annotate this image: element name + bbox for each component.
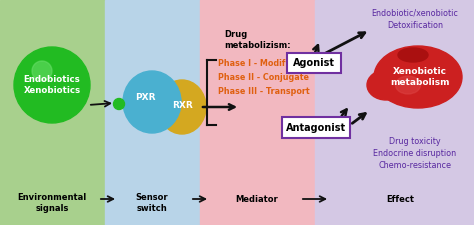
- Text: Antagonist: Antagonist: [286, 123, 346, 133]
- Text: Drug
metabolizism:: Drug metabolizism:: [224, 30, 291, 50]
- Text: Sensor
switch: Sensor switch: [136, 193, 168, 213]
- Text: Agonist: Agonist: [293, 58, 335, 68]
- Text: Phase I - Modify: Phase I - Modify: [218, 58, 291, 68]
- FancyBboxPatch shape: [282, 117, 350, 138]
- Bar: [105, 0, 200, 225]
- Circle shape: [32, 61, 52, 81]
- Ellipse shape: [367, 70, 405, 100]
- Circle shape: [14, 47, 90, 123]
- Text: Chemo-resistance: Chemo-resistance: [379, 160, 452, 169]
- Ellipse shape: [395, 76, 420, 94]
- Text: Detoxification: Detoxification: [387, 20, 443, 29]
- Text: RXR: RXR: [173, 101, 193, 110]
- Text: Phase II - Conjugate: Phase II - Conjugate: [218, 72, 309, 81]
- Text: Mediator: Mediator: [236, 194, 278, 203]
- Bar: [200, 0, 315, 225]
- Text: PXR: PXR: [135, 92, 155, 101]
- Circle shape: [113, 99, 125, 110]
- Text: Endocrine disruption: Endocrine disruption: [374, 148, 456, 157]
- Text: Environmental
signals: Environmental signals: [18, 193, 87, 213]
- Ellipse shape: [158, 80, 206, 134]
- Text: Effect: Effect: [386, 194, 414, 203]
- Text: Endobiotics
Xenobiotics: Endobiotics Xenobiotics: [23, 75, 81, 95]
- Text: Drug toxicity: Drug toxicity: [389, 137, 441, 146]
- Text: Endobiotic/xenobiotic: Endobiotic/xenobiotic: [372, 9, 458, 18]
- Bar: [0, 0, 105, 225]
- Bar: [315, 0, 474, 225]
- FancyBboxPatch shape: [287, 53, 341, 73]
- Ellipse shape: [123, 71, 181, 133]
- Ellipse shape: [374, 46, 462, 108]
- Text: Xenobiotic
metabolism: Xenobiotic metabolism: [390, 67, 450, 87]
- Text: Phase III - Transport: Phase III - Transport: [218, 86, 310, 95]
- Ellipse shape: [398, 48, 428, 62]
